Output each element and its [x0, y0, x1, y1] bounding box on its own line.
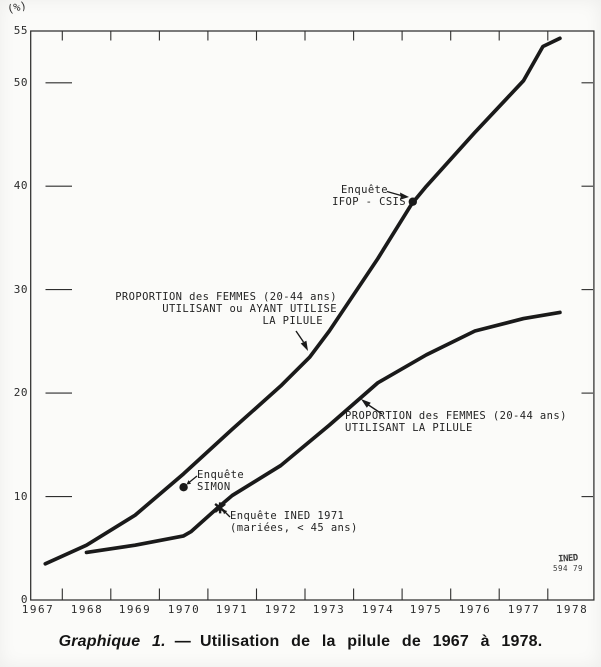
y-axis-label: 55 — [13, 24, 28, 37]
pill-use-line-chart: (%) 0 10 20 30 40 50 55 1967 1968 1969 1970 1971 19… — [6, 0, 595, 616]
ined-credit: INED 594 79 — [546, 553, 590, 573]
annotation-arrows — [186, 190, 409, 518]
figure-caption: Graphique 1. — Utilisation de la pilule de… — [0, 633, 601, 651]
x-axis-label: 1978 — [555, 603, 589, 616]
plot-frame — [30, 30, 595, 601]
caption-figure-number: Graphique 1. — [58, 633, 166, 650]
annotation-ifop-csis: Enquête IFOP - CSIS — [332, 184, 406, 208]
caption-dash: — — [174, 633, 191, 650]
x-axis-label: 1972 — [264, 603, 298, 616]
x-axis-label: 1974 — [361, 603, 395, 616]
survey-marker-simon — [179, 483, 188, 492]
annotation-simon: Enquête SIMON — [197, 469, 244, 493]
x-axis-label: 1971 — [215, 603, 249, 616]
annotation-line: Enquête — [197, 469, 245, 481]
series-line-1 — [84, 310, 562, 555]
chart-canvas — [30, 30, 595, 601]
x-axis-label: 1967 — [21, 603, 55, 616]
x-axis-label: 1970 — [167, 603, 201, 616]
series-label-line: PROPORTION des FEMMES (20-44 ans) — [115, 291, 337, 303]
annotation-line: (mariées, < 45 ans) — [230, 522, 358, 534]
annotation-line: Enquête INED 1971 — [230, 510, 345, 522]
series-label-ever-used: PROPORTION des FEMMES (20-44 ans) UTILIS… — [115, 291, 337, 327]
series-label-line: UTILISANT LA PILULE — [345, 422, 473, 434]
annotation-line: IFOP - CSIS — [332, 196, 406, 208]
series-label-line: LA PILULE — [262, 315, 323, 327]
x-axis-label: 1968 — [70, 603, 104, 616]
survey-marker-ifop — [408, 197, 417, 206]
ined-reference-number: 594 79 — [552, 564, 584, 573]
y-axis-label: 30 — [13, 283, 28, 296]
x-axis-label: 1976 — [458, 603, 492, 616]
y-axis-label: 10 — [13, 490, 28, 503]
x-axis-label: 1973 — [312, 603, 346, 616]
series-label-line: PROPORTION des FEMMES (20-44 ans) — [345, 410, 567, 422]
series-line-0 — [43, 36, 562, 566]
x-axis-label: 1975 — [409, 603, 443, 616]
annotation-line: Enquête — [340, 184, 388, 196]
series-label-current-use: PROPORTION des FEMMES (20-44 ans) UTILIS… — [345, 410, 567, 434]
caption-text: Utilisation de la pilule de 1967 à 1978. — [199, 633, 543, 650]
x-axis-label: 1977 — [507, 603, 541, 616]
y-axis-label: 0 — [20, 593, 28, 606]
series-label-line: UTILISANT ou AYANT UTILISE — [162, 303, 337, 315]
y-axis-label: 40 — [13, 179, 28, 192]
y-axis-label: 20 — [13, 386, 28, 399]
annotation-ined-1971: Enquête INED 1971 (mariées, < 45 ans) — [230, 510, 358, 534]
annotation-line: SIMON — [197, 481, 231, 493]
y-axis-label: 50 — [13, 76, 28, 89]
x-axis-label: 1969 — [118, 603, 152, 616]
